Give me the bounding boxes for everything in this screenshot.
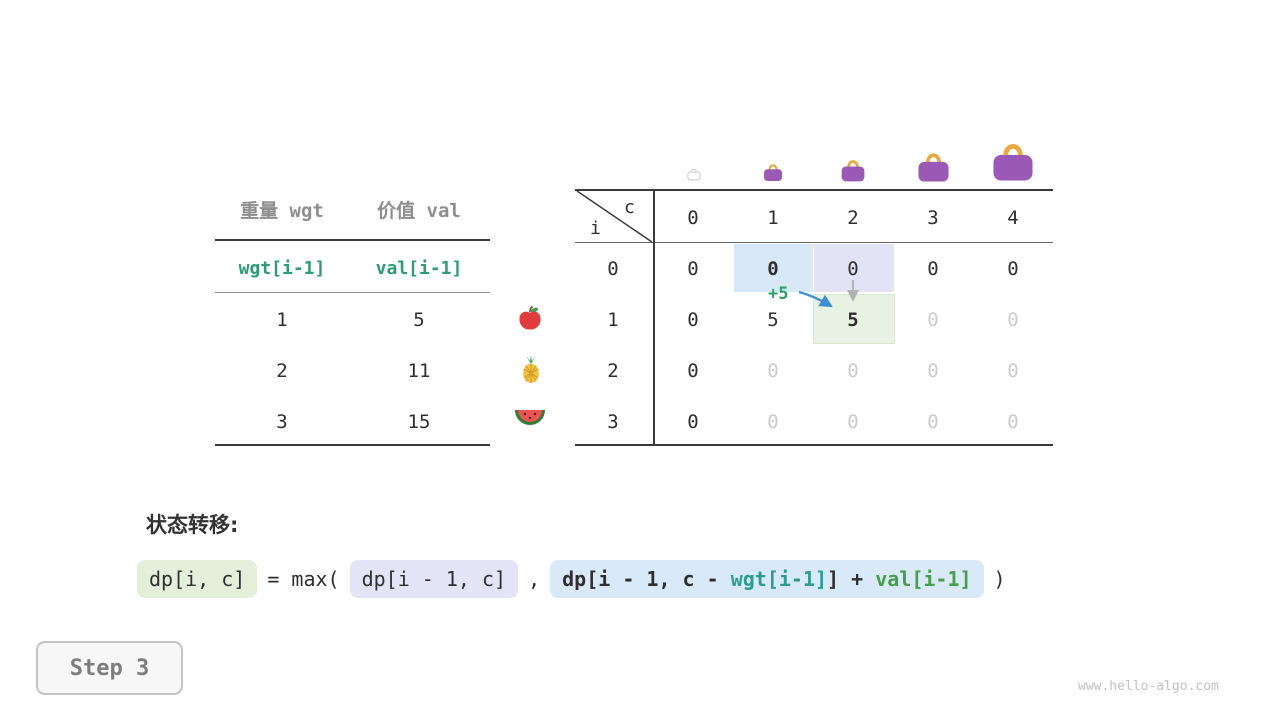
- dp-cell-1-2: 5: [847, 309, 859, 331]
- dp-cell-2-2: 0: [847, 360, 859, 382]
- item-row-1-value: 5: [413, 309, 425, 331]
- item-row-1-weight: 1: [276, 309, 288, 331]
- dp-col-header-0: 0: [687, 207, 699, 229]
- dp-cell-3-1: 0: [767, 411, 779, 433]
- dp-cell-1-0: 0: [687, 309, 699, 331]
- formula-term2-prefix: dp[i - 1, c -: [562, 567, 731, 591]
- formula-term2-val: val[i-1]: [875, 567, 972, 591]
- plus-value-annotation: +5: [768, 284, 789, 304]
- dp-row-header-1: 1: [607, 309, 619, 331]
- apple-icon: [516, 304, 544, 332]
- watermelon-icon: [514, 408, 546, 430]
- dp-cell-3-0: 0: [687, 411, 699, 433]
- handbag-icon: [762, 161, 784, 183]
- dp-cell-1-3: 0: [927, 309, 939, 331]
- pineapple-icon: [517, 354, 545, 384]
- handbag-ghost-icon: [686, 166, 702, 182]
- dp-highlight-source-purple: [814, 244, 894, 292]
- dp-corner-row-var: i: [590, 218, 601, 239]
- dp-corner-diagonal: [576, 190, 653, 243]
- dp-cell-2-0: 0: [687, 360, 699, 382]
- dp-highlight-source-blue: [734, 244, 813, 292]
- formula-close-paren: ): [993, 567, 1006, 591]
- dp-col-header-2: 2: [847, 207, 859, 229]
- site-watermark: www.hello-algo.com: [1078, 679, 1219, 694]
- transition-title: 状态转移:: [146, 513, 239, 537]
- dp-cell-2-4: 0: [1007, 360, 1019, 382]
- dp-cell-0-4: 0: [1007, 258, 1019, 280]
- item-row-3-value: 15: [407, 411, 431, 433]
- items-col-weight-header: 重量 wgt: [240, 200, 324, 222]
- dp-cell-0-1: 0: [767, 258, 779, 280]
- items-col-value-header: 价值 val: [377, 200, 461, 222]
- dp-row-header-2: 2: [607, 360, 619, 382]
- dp-cell-0-0: 0: [687, 258, 699, 280]
- items-symbol-value: val[i-1]: [375, 258, 463, 279]
- dp-table-top-rule: [575, 189, 1053, 191]
- dp-cell-1-1: 5: [767, 309, 779, 331]
- dp-table-bottom-rule: [575, 444, 1053, 446]
- dp-corner-col-var: c: [624, 197, 635, 218]
- dp-cell-2-3: 0: [927, 360, 939, 382]
- handbag-icon: [989, 137, 1037, 185]
- formula-term1: dp[i - 1, c]: [349, 560, 519, 598]
- transition-formula: dp[i, c] = max( dp[i - 1, c] , dp[i - 1,…: [137, 560, 1016, 598]
- formula-term2-wgt: wgt[i-1]: [730, 567, 828, 591]
- formula-equals-max: = max(: [267, 567, 340, 591]
- dp-col-header-4: 4: [1007, 207, 1019, 229]
- handbag-icon: [839, 156, 867, 184]
- items-table-mid-rule: [215, 292, 490, 293]
- dp-col-header-3: 3: [927, 207, 939, 229]
- items-table-top-rule: [215, 239, 490, 241]
- formula-term2-mid: ] +: [827, 567, 876, 591]
- item-row-2-value: 11: [407, 360, 431, 382]
- dp-cell-3-4: 0: [1007, 411, 1019, 433]
- dp-cell-3-2: 0: [847, 411, 859, 433]
- item-row-3-weight: 3: [276, 411, 288, 433]
- items-symbol-weight: wgt[i-1]: [238, 258, 326, 279]
- dp-cell-0-2: 0: [847, 258, 859, 280]
- dp-row-header-3: 3: [607, 411, 619, 433]
- items-table-bottom-rule: [215, 444, 490, 446]
- formula-comma: ,: [528, 567, 541, 591]
- dp-col-header-1: 1: [767, 207, 779, 229]
- dp-table-vertical-rule: [653, 190, 655, 446]
- dp-row-header-0: 0: [607, 258, 619, 280]
- step-badge-label: Step 3: [69, 655, 150, 681]
- item-row-2-weight: 2: [276, 360, 288, 382]
- dp-cell-1-4: 0: [1007, 309, 1019, 331]
- dp-cell-3-3: 0: [927, 411, 939, 433]
- dp-table-header-rule: [575, 242, 1053, 243]
- formula-lhs: dp[i, c]: [137, 560, 258, 598]
- step-badge: Step 3: [36, 641, 183, 695]
- dp-cell-2-1: 0: [767, 360, 779, 382]
- handbag-icon: [915, 148, 952, 185]
- dp-cell-0-3: 0: [927, 258, 939, 280]
- formula-term2: dp[i - 1, c - wgt[i-1]] + val[i-1]: [550, 560, 984, 598]
